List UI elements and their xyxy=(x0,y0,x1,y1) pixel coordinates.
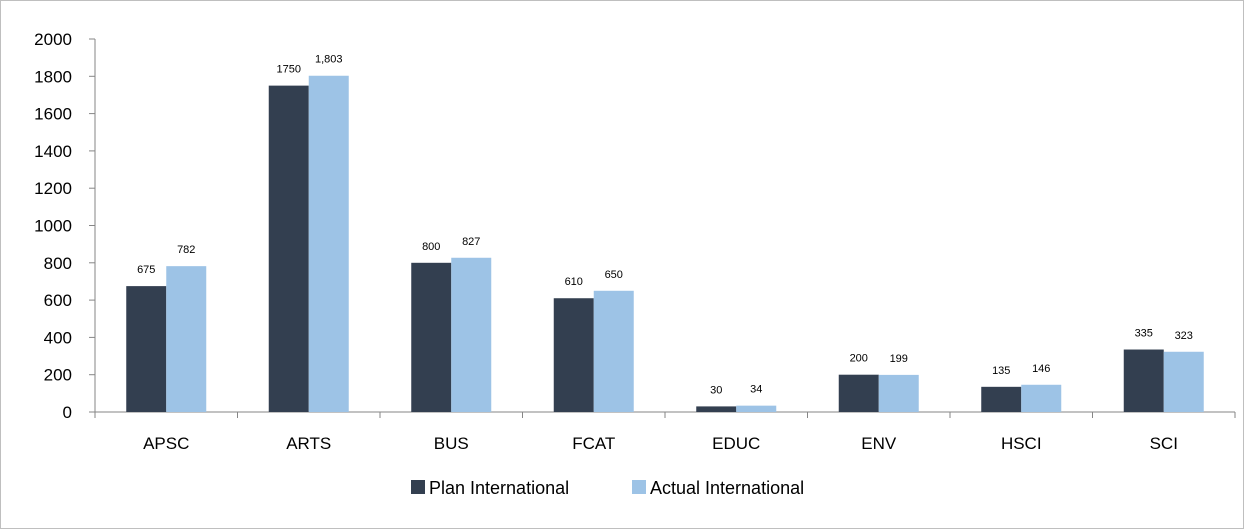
bar-plan-educ xyxy=(696,406,737,412)
data-label-plan-hsci: 135 xyxy=(992,365,1010,377)
data-label-actual-arts: 1,803 xyxy=(315,54,343,66)
data-label-actual-apsc: 782 xyxy=(177,244,195,256)
bar-plan-hsci xyxy=(981,386,1022,412)
y-tick-label: 1000 xyxy=(34,217,72,236)
y-tick-label: 1600 xyxy=(34,105,72,124)
data-label-actual-educ: 34 xyxy=(750,384,762,396)
bar-plan-env xyxy=(838,374,879,412)
data-label-plan-bus: 800 xyxy=(422,241,440,253)
bar-plan-apsc xyxy=(126,286,167,412)
x-category-label: HSCI xyxy=(1001,434,1042,453)
data-label-plan-fcat: 610 xyxy=(565,276,583,288)
bar-actual-env xyxy=(878,374,919,412)
data-label-actual-bus: 827 xyxy=(462,236,480,248)
data-label-plan-apsc: 675 xyxy=(137,264,155,276)
data-label-actual-env: 199 xyxy=(890,353,908,365)
bar-actual-educ xyxy=(736,405,777,412)
y-tick-label: 600 xyxy=(44,291,72,310)
y-tick-label: 0 xyxy=(63,403,72,422)
y-tick-label: 200 xyxy=(44,366,72,385)
bar-plan-arts xyxy=(268,85,309,412)
y-tick-label: 1400 xyxy=(34,142,72,161)
legend-swatch-actual xyxy=(632,480,646,494)
data-label-actual-fcat: 650 xyxy=(605,269,623,281)
y-tick-label: 800 xyxy=(44,254,72,273)
data-label-plan-arts: 1750 xyxy=(277,64,301,76)
bar-plan-sci xyxy=(1123,349,1164,412)
y-tick-label: 1200 xyxy=(34,179,72,198)
y-tick-label: 400 xyxy=(44,328,72,347)
bar-actual-arts xyxy=(308,75,349,412)
data-label-plan-sci: 335 xyxy=(1135,328,1153,340)
x-category-label: ARTS xyxy=(286,434,331,453)
legend-label-actual: Actual International xyxy=(650,478,804,498)
x-category-label: ENV xyxy=(861,434,897,453)
x-category-label: SCI xyxy=(1150,434,1178,453)
x-category-label: EDUC xyxy=(712,434,760,453)
bar-plan-fcat xyxy=(553,298,594,412)
data-label-actual-sci: 323 xyxy=(1175,330,1193,342)
legend-swatch-plan xyxy=(411,480,425,494)
y-tick-label: 2000 xyxy=(34,30,72,49)
legend-label-plan: Plan International xyxy=(429,478,569,498)
x-category-label: APSC xyxy=(143,434,189,453)
x-category-label: BUS xyxy=(434,434,469,453)
bar-actual-bus xyxy=(451,257,492,412)
bar-plan-bus xyxy=(411,262,452,412)
y-tick-label: 1800 xyxy=(34,67,72,86)
bar-actual-apsc xyxy=(166,266,207,412)
bar-actual-fcat xyxy=(593,290,634,412)
bar-actual-sci xyxy=(1163,351,1204,412)
data-label-plan-educ: 30 xyxy=(710,384,722,396)
bar-actual-hsci xyxy=(1021,384,1062,412)
data-label-actual-hsci: 146 xyxy=(1032,363,1050,375)
data-label-plan-env: 200 xyxy=(850,353,868,365)
x-category-label: FCAT xyxy=(572,434,615,453)
